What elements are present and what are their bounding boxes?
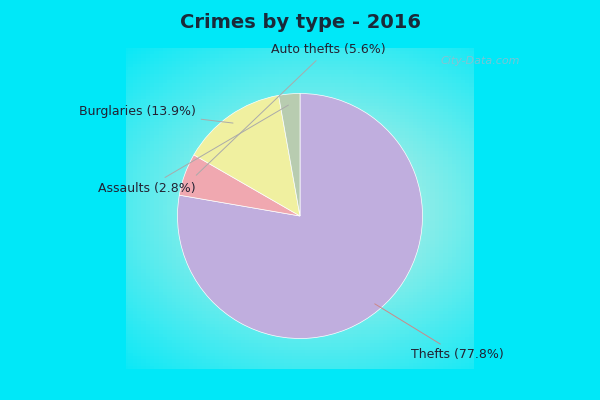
Wedge shape [194,95,300,216]
Text: Crimes by type - 2016: Crimes by type - 2016 [179,12,421,32]
Text: Assaults (2.8%): Assaults (2.8%) [98,105,289,195]
Text: Auto thefts (5.6%): Auto thefts (5.6%) [196,43,385,175]
Wedge shape [179,155,300,216]
Wedge shape [178,94,422,338]
Text: City-Data.com: City-Data.com [440,56,520,66]
Text: Burglaries (13.9%): Burglaries (13.9%) [79,105,233,123]
Text: Thefts (77.8%): Thefts (77.8%) [375,304,504,361]
Wedge shape [278,94,300,216]
